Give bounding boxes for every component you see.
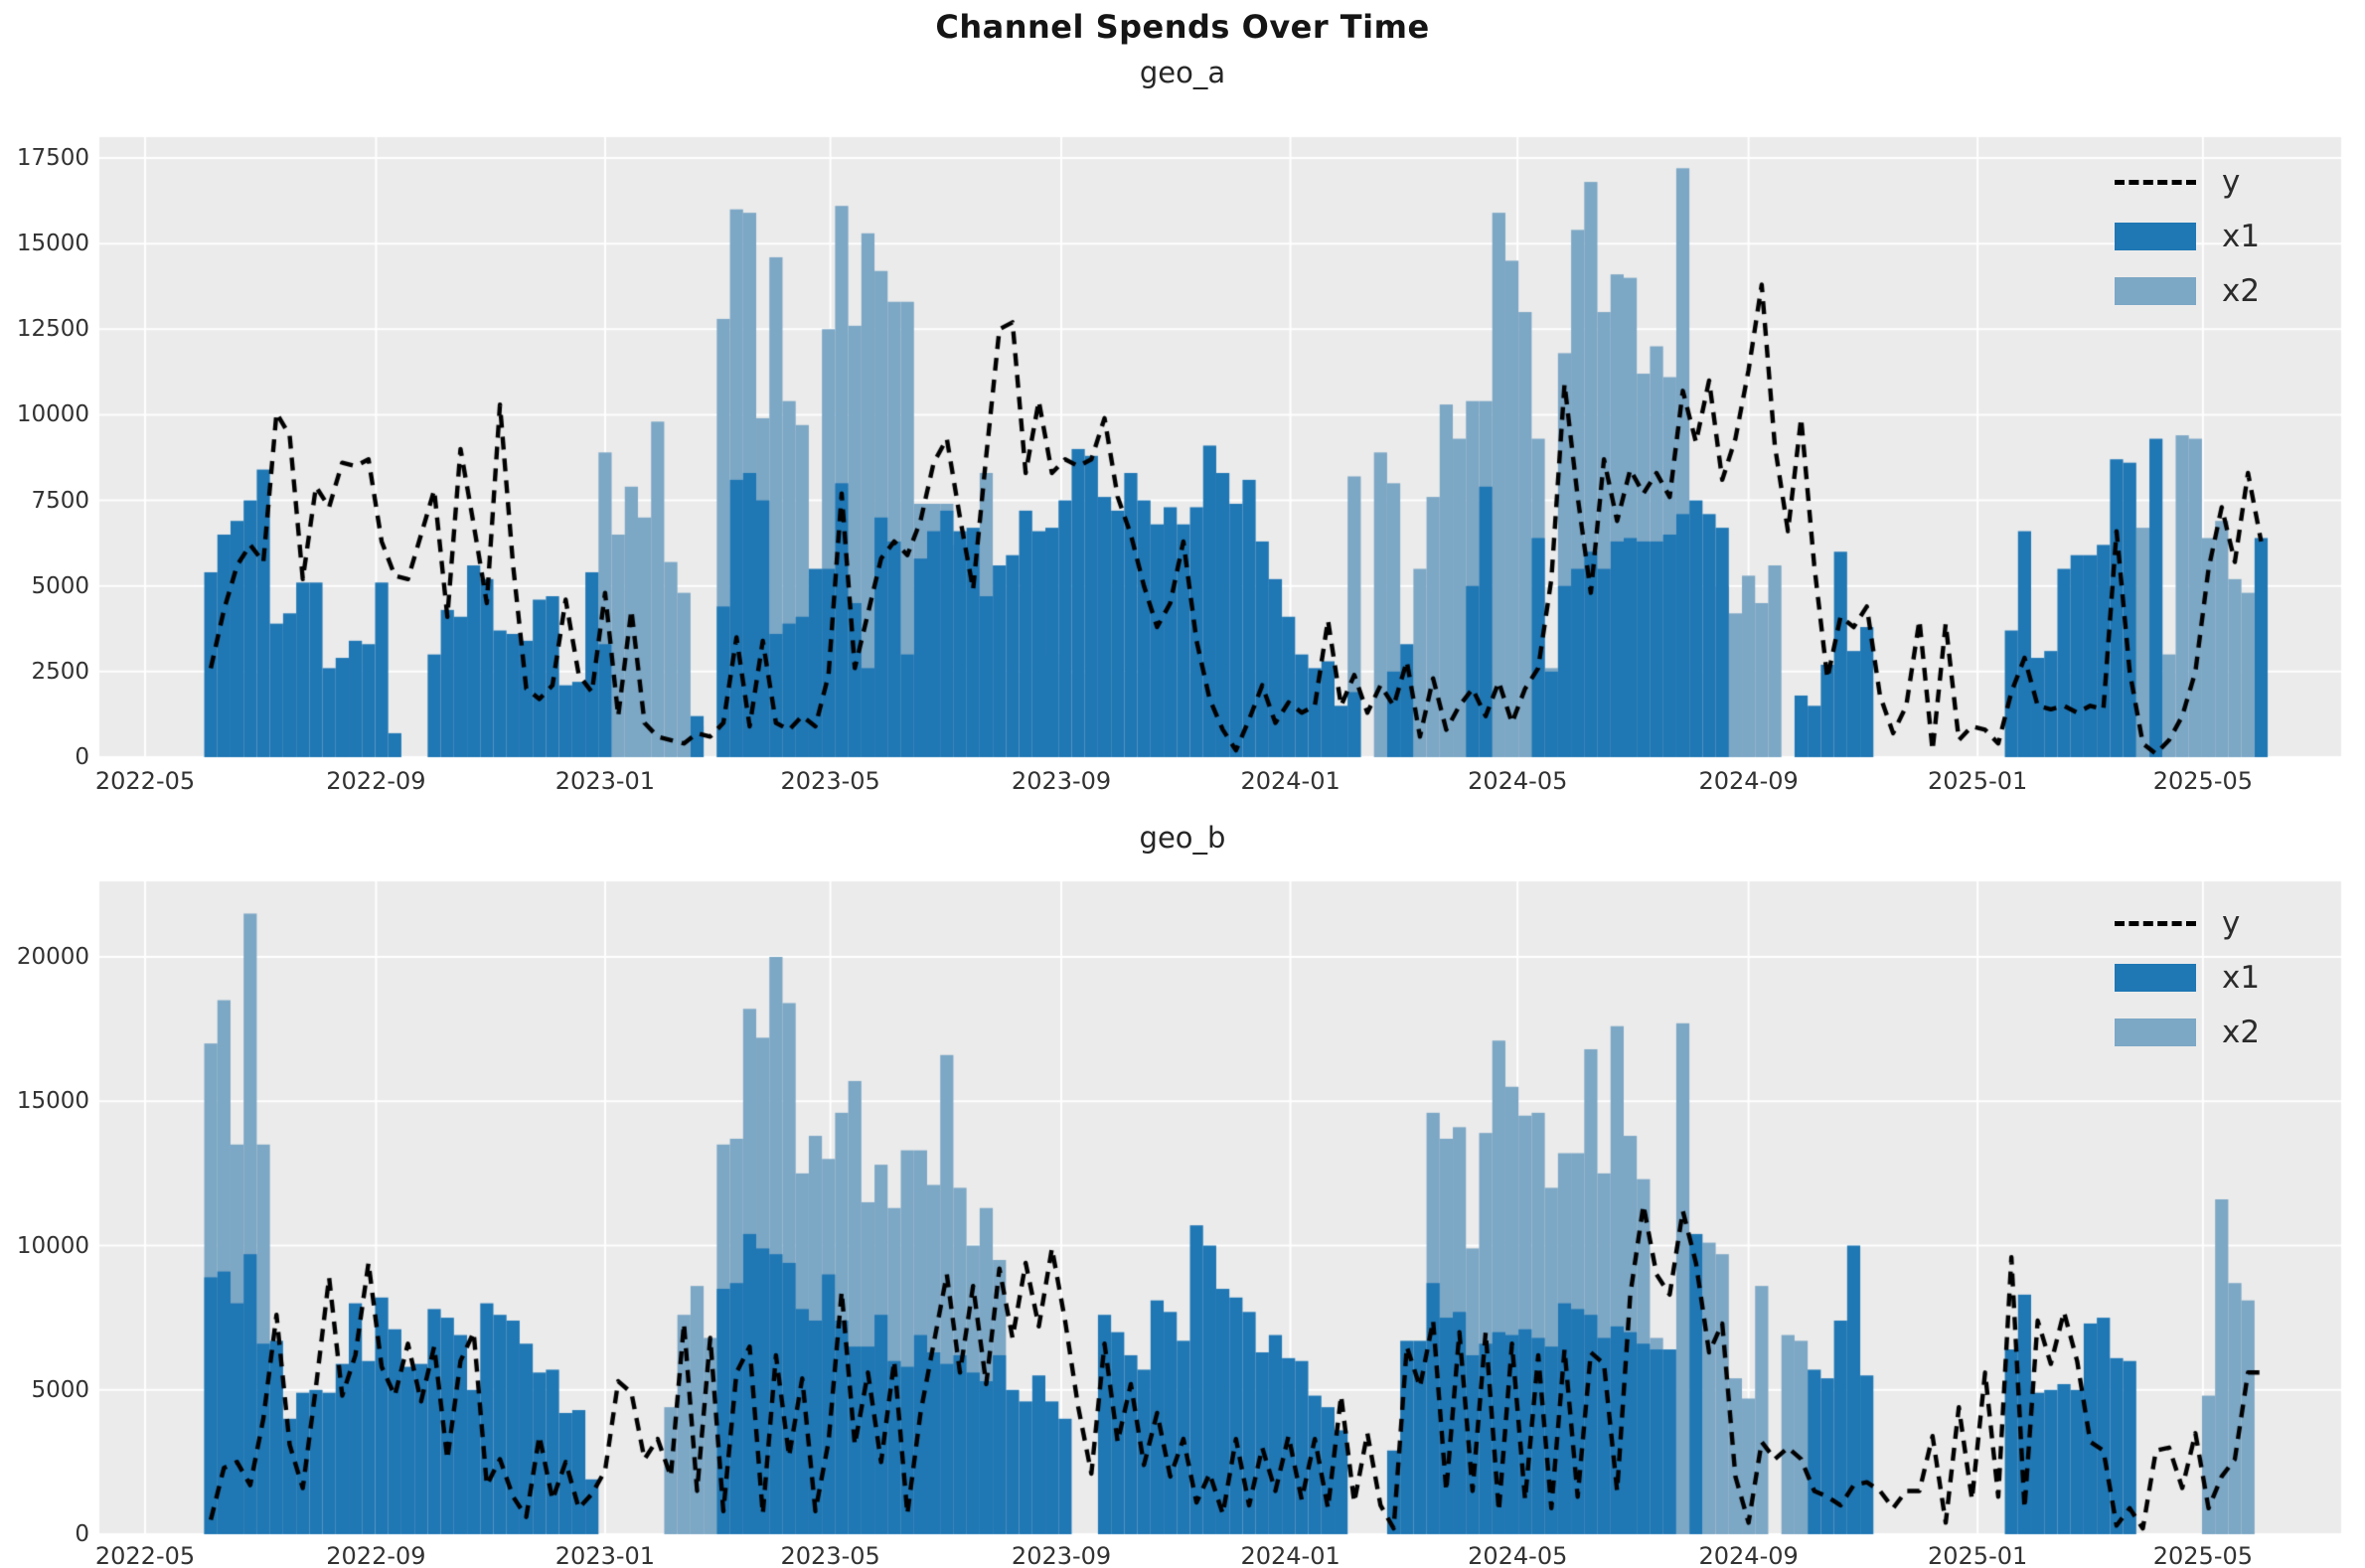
dashed-line-icon (2115, 179, 2196, 185)
legend-geo-a: y x1 x2 (2115, 165, 2260, 308)
legend-geo-b: y x1 x2 (2115, 906, 2260, 1049)
bar-swatch-icon (2115, 277, 2196, 305)
legend-item-y: y (2115, 165, 2260, 199)
y-tick-label: 2500 (31, 658, 89, 685)
y-tick-label: 15000 (16, 231, 89, 257)
legend-item-x1: x1 (2115, 220, 2260, 253)
x-tick-label: 2023-05 (780, 767, 880, 795)
subplot-title-geo-b: geo_b (1139, 821, 1226, 855)
figure-title: Channel Spends Over Time (935, 8, 1430, 46)
x-tick-label: 2023-05 (780, 1542, 880, 1568)
legend-label: x2 (2222, 1014, 2261, 1050)
x-tick-label: 2024-01 (1240, 767, 1340, 795)
x-tick-label: 2025-05 (2152, 767, 2254, 795)
legend-item-y: y (2115, 906, 2260, 940)
x-tick-label: 2022-09 (326, 1542, 426, 1568)
x-tick-label: 2024-05 (1468, 767, 1568, 795)
y-tick-label: 7500 (31, 487, 89, 514)
x-tick-label: 2025-01 (1928, 1542, 2028, 1568)
y-tick-label: 17500 (16, 145, 89, 171)
bar-swatch-icon (2115, 1019, 2196, 1046)
y-tick-label: 5000 (31, 1376, 89, 1403)
x-tick-label: 2023-01 (554, 767, 656, 795)
bar-swatch-icon (2115, 223, 2196, 250)
x-tick-label: 2024-05 (1468, 1542, 1568, 1568)
y-tick-label: 0 (75, 1521, 89, 1547)
dashed-line-icon (2115, 920, 2196, 926)
x-tick-label: 2022-05 (94, 1542, 196, 1568)
x-tick-label: 2022-09 (326, 767, 426, 795)
legend-label: y (2222, 904, 2241, 941)
legend-item-x1: x1 (2115, 961, 2260, 995)
x-tick-label: 2024-01 (1240, 1542, 1340, 1568)
legend-label: x1 (2222, 959, 2261, 996)
y-tick-label: 0 (75, 744, 89, 770)
legend-item-x2: x2 (2115, 1016, 2260, 1049)
x-tick-label: 2022-05 (94, 767, 196, 795)
legend-label: x1 (2222, 218, 2261, 254)
x-tick-label: 2023-09 (1011, 1542, 1112, 1568)
subplot-title-geo-a: geo_a (1139, 56, 1226, 89)
bar-swatch-icon (2115, 964, 2196, 992)
y-tick-label: 15000 (16, 1088, 89, 1115)
y-tick-label: 10000 (16, 401, 89, 428)
x-tick-label: 2024-09 (1698, 1542, 1799, 1568)
y-tick-label: 20000 (16, 944, 89, 970)
legend-label: y (2222, 163, 2241, 200)
x-tick-label: 2025-01 (1928, 767, 2028, 795)
x-tick-label: 2025-05 (2152, 1542, 2254, 1568)
legend-label: x2 (2222, 272, 2261, 309)
y-tick-label: 12500 (16, 316, 89, 343)
x-tick-label: 2023-01 (554, 1542, 656, 1568)
legend-item-x2: x2 (2115, 274, 2260, 308)
y-tick-label: 5000 (31, 572, 89, 599)
y-tick-label: 10000 (16, 1232, 89, 1259)
x-tick-label: 2024-09 (1698, 767, 1799, 795)
x-tick-label: 2023-09 (1011, 767, 1112, 795)
